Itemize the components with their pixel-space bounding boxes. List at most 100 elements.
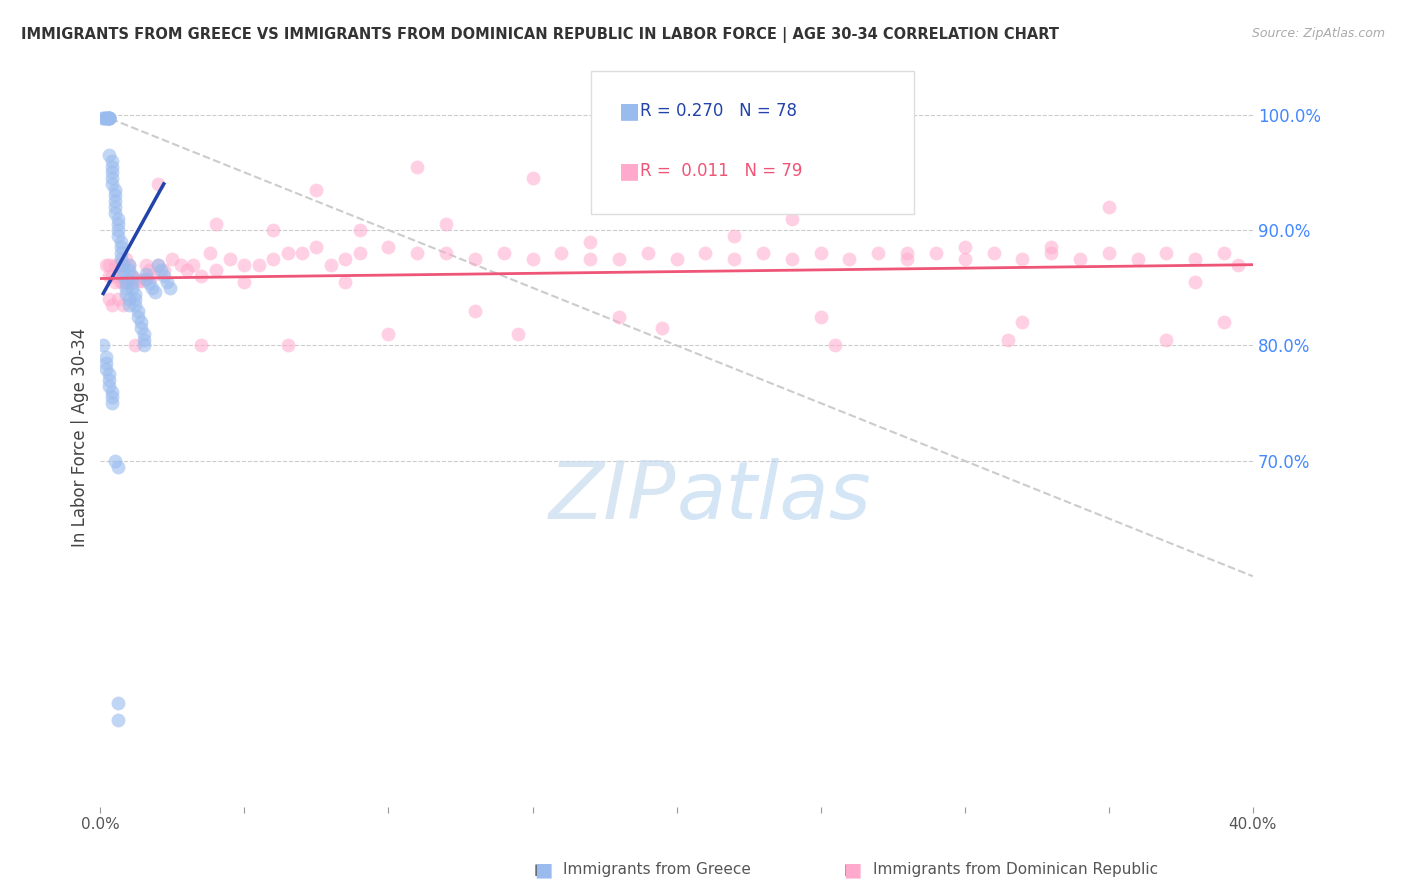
Point <box>146 258 169 272</box>
Point <box>156 275 179 289</box>
Point <box>262 223 284 237</box>
Point <box>464 303 486 318</box>
Point <box>277 246 299 260</box>
Point <box>101 396 124 410</box>
Point <box>1156 333 1178 347</box>
Point <box>176 263 198 277</box>
Point <box>723 228 745 243</box>
Text: ■: ■ <box>534 860 553 880</box>
Point <box>233 275 256 289</box>
Point <box>335 275 357 289</box>
Point <box>107 258 129 272</box>
Point <box>110 252 132 266</box>
Point <box>198 246 221 260</box>
Point <box>132 338 155 352</box>
Point <box>997 333 1019 347</box>
Point <box>780 252 803 266</box>
Point <box>107 293 129 307</box>
Point <box>1098 246 1121 260</box>
Point <box>115 275 138 289</box>
Point <box>162 252 184 266</box>
Point <box>135 258 157 272</box>
Point <box>1011 315 1033 329</box>
Point <box>107 217 129 231</box>
Point <box>118 293 141 307</box>
Point <box>810 246 832 260</box>
Point <box>204 217 226 231</box>
Point <box>118 298 141 312</box>
Text: ZIP: ZIP <box>550 458 676 536</box>
Point <box>141 281 163 295</box>
Point <box>190 269 212 284</box>
Point <box>508 326 530 341</box>
Point <box>349 223 371 237</box>
Point <box>115 281 138 295</box>
Point <box>522 171 544 186</box>
Point <box>98 258 121 272</box>
Point <box>1098 200 1121 214</box>
Point <box>723 252 745 266</box>
Point <box>101 298 124 312</box>
Point <box>170 258 193 272</box>
Point <box>112 275 135 289</box>
Point <box>121 269 143 284</box>
Point <box>112 269 135 284</box>
Point <box>132 271 155 285</box>
Point <box>896 246 918 260</box>
Point <box>104 183 127 197</box>
Point <box>181 258 204 272</box>
Point <box>135 271 157 285</box>
Point <box>121 275 143 289</box>
Point <box>132 326 155 341</box>
Point <box>98 373 121 387</box>
Point <box>101 171 124 186</box>
Point <box>143 285 166 300</box>
Point <box>107 223 129 237</box>
Point <box>107 714 129 728</box>
Point <box>406 160 429 174</box>
Point <box>112 258 135 272</box>
Point <box>98 111 121 125</box>
Point <box>94 111 117 125</box>
Point <box>810 310 832 324</box>
Point <box>129 274 152 288</box>
Point <box>132 333 155 347</box>
Point <box>377 240 399 254</box>
Point <box>1227 258 1250 272</box>
Point <box>110 258 132 272</box>
Point <box>104 200 127 214</box>
Point <box>107 228 129 243</box>
Point <box>277 338 299 352</box>
Point <box>121 281 143 295</box>
Point <box>651 321 673 335</box>
Point <box>124 338 146 352</box>
Point <box>637 246 659 260</box>
Point <box>492 246 515 260</box>
Point <box>434 217 457 231</box>
Point <box>305 240 328 254</box>
Point <box>94 111 117 125</box>
Point <box>110 240 132 254</box>
Point <box>953 240 976 254</box>
Point <box>233 258 256 272</box>
Point <box>112 258 135 272</box>
Point <box>349 246 371 260</box>
Text: R =  0.011   N = 79: R = 0.011 N = 79 <box>640 162 801 180</box>
Point <box>149 263 172 277</box>
Point <box>101 390 124 404</box>
Point <box>104 206 127 220</box>
Point <box>868 246 890 260</box>
Point <box>104 275 127 289</box>
Point <box>1126 252 1149 266</box>
Point <box>124 286 146 301</box>
Point <box>112 263 135 277</box>
Point <box>434 246 457 260</box>
Text: ■: ■ <box>619 102 640 121</box>
Point <box>127 310 149 324</box>
Point <box>159 281 181 295</box>
Point <box>98 368 121 382</box>
Point <box>146 258 169 272</box>
Point <box>138 263 160 277</box>
Point <box>204 263 226 277</box>
Point <box>1184 252 1206 266</box>
